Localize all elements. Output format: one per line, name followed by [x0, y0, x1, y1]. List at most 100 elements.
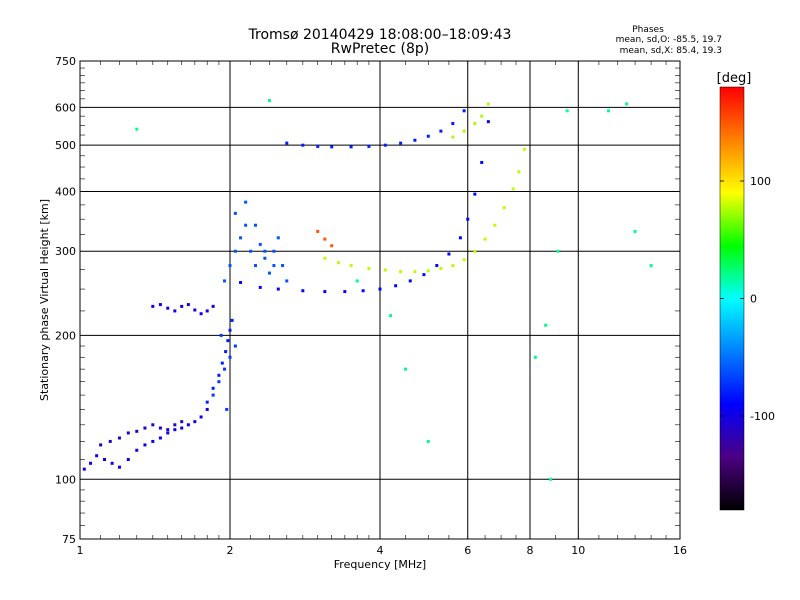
data-point: [403, 367, 407, 371]
data-point: [89, 461, 93, 465]
data-point: [180, 426, 184, 430]
data-point: [135, 429, 139, 433]
colorbar-tick-label: -100: [750, 410, 775, 423]
data-point: [117, 465, 121, 469]
data-point: [263, 249, 267, 253]
data-point: [258, 242, 262, 246]
data-point: [462, 129, 466, 133]
data-point: [462, 258, 466, 262]
data-point: [285, 279, 289, 283]
series-group: [223, 200, 289, 283]
minor-ticks: [80, 61, 680, 539]
data-point: [502, 206, 506, 210]
chart-title: Tromsø 20140429 18:08:00–18:09:43: [248, 27, 512, 43]
data-point: [158, 426, 162, 430]
data-point: [253, 264, 257, 268]
series-group: [82, 407, 209, 471]
phase-stats-o: mean, sd,O: -85.5, 19.7: [616, 35, 722, 45]
x-axis-label: Frequency [MHz]: [334, 558, 426, 571]
data-point: [219, 333, 223, 337]
data-point: [383, 143, 387, 147]
data-point: [267, 271, 271, 275]
data-point: [466, 217, 470, 221]
data-point: [173, 428, 177, 432]
y-tick-label: 75: [62, 533, 76, 546]
data-point: [173, 309, 177, 313]
data-point: [158, 303, 162, 307]
data-points: [82, 99, 653, 481]
series-group: [211, 333, 237, 411]
data-point: [211, 393, 215, 397]
data-point: [143, 443, 147, 447]
data-point: [413, 270, 417, 274]
y-tick-label: 300: [55, 245, 76, 258]
data-point: [239, 281, 243, 285]
data-point: [533, 355, 537, 359]
data-point: [151, 439, 155, 443]
data-point: [158, 436, 162, 440]
data-point: [323, 237, 327, 241]
phase-stats-x: mean, sd,X: 85.4, 19.3: [620, 46, 722, 56]
data-point: [426, 269, 430, 273]
data-point: [193, 308, 197, 312]
data-point: [228, 328, 232, 332]
data-point: [135, 448, 139, 452]
data-point: [556, 249, 560, 253]
x-tick-label: 6: [464, 544, 471, 557]
data-point: [439, 267, 443, 271]
data-point: [135, 127, 139, 131]
data-point: [378, 287, 382, 291]
data-point: [399, 270, 403, 274]
data-point: [186, 423, 190, 427]
data-point: [473, 122, 477, 126]
data-point: [276, 236, 280, 240]
data-point: [422, 273, 426, 277]
data-point: [173, 423, 177, 427]
grid: [80, 61, 680, 539]
data-point: [426, 439, 430, 443]
data-point: [458, 236, 462, 240]
data-point: [239, 236, 243, 240]
data-point: [493, 223, 497, 227]
data-point: [224, 350, 228, 354]
data-point: [447, 252, 451, 256]
data-point: [301, 289, 305, 293]
data-point: [228, 355, 232, 359]
colorbar-tick-label: 100: [750, 175, 771, 188]
data-point: [211, 386, 215, 390]
data-point: [633, 229, 637, 233]
data-point: [426, 134, 430, 138]
data-point: [205, 309, 209, 313]
data-point: [244, 223, 248, 227]
data-point: [625, 102, 629, 106]
data-point: [355, 279, 359, 283]
data-point: [151, 423, 155, 427]
x-tick-label: 4: [377, 544, 384, 557]
data-point: [199, 312, 203, 316]
series-group: [239, 120, 490, 294]
data-point: [480, 160, 484, 164]
data-point: [267, 99, 271, 103]
data-point: [462, 109, 466, 113]
data-point: [451, 264, 455, 268]
data-point: [473, 249, 477, 253]
data-point: [301, 143, 305, 147]
data-point: [336, 261, 340, 265]
data-point: [186, 303, 190, 307]
data-point: [281, 264, 285, 268]
x-tick-labels: 1 2 4 6 8 10 16: [77, 544, 688, 557]
data-point: [330, 244, 334, 248]
data-point: [607, 109, 611, 113]
data-point: [205, 400, 209, 404]
data-point: [413, 138, 417, 142]
data-point: [343, 290, 347, 294]
series-group: [316, 229, 334, 248]
chart-subtitle: RwPretec (8p): [331, 41, 429, 57]
data-point: [486, 102, 490, 106]
data-point: [244, 200, 248, 204]
data-point: [276, 287, 280, 291]
y-axis-label: Stationary phase Virtual Height [km]: [38, 199, 51, 401]
data-point: [549, 477, 553, 481]
data-point: [117, 436, 121, 440]
